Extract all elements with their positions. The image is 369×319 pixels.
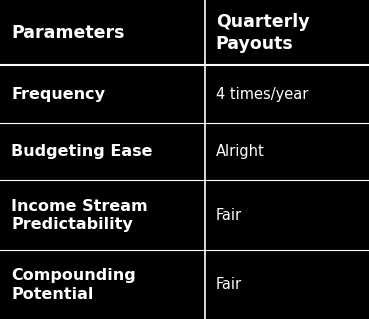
Text: Income Stream
Predictability: Income Stream Predictability <box>11 198 148 232</box>
Text: Alright: Alright <box>216 144 265 159</box>
Text: Fair: Fair <box>216 208 242 223</box>
Text: Parameters: Parameters <box>11 24 125 42</box>
Text: Budgeting Ease: Budgeting Ease <box>11 144 152 159</box>
Text: Compounding
Potential: Compounding Potential <box>11 268 136 301</box>
Text: Quarterly
Payouts: Quarterly Payouts <box>216 12 310 53</box>
Text: Frequency: Frequency <box>11 86 105 102</box>
Text: 4 times/year: 4 times/year <box>216 86 308 102</box>
Text: Fair: Fair <box>216 277 242 292</box>
